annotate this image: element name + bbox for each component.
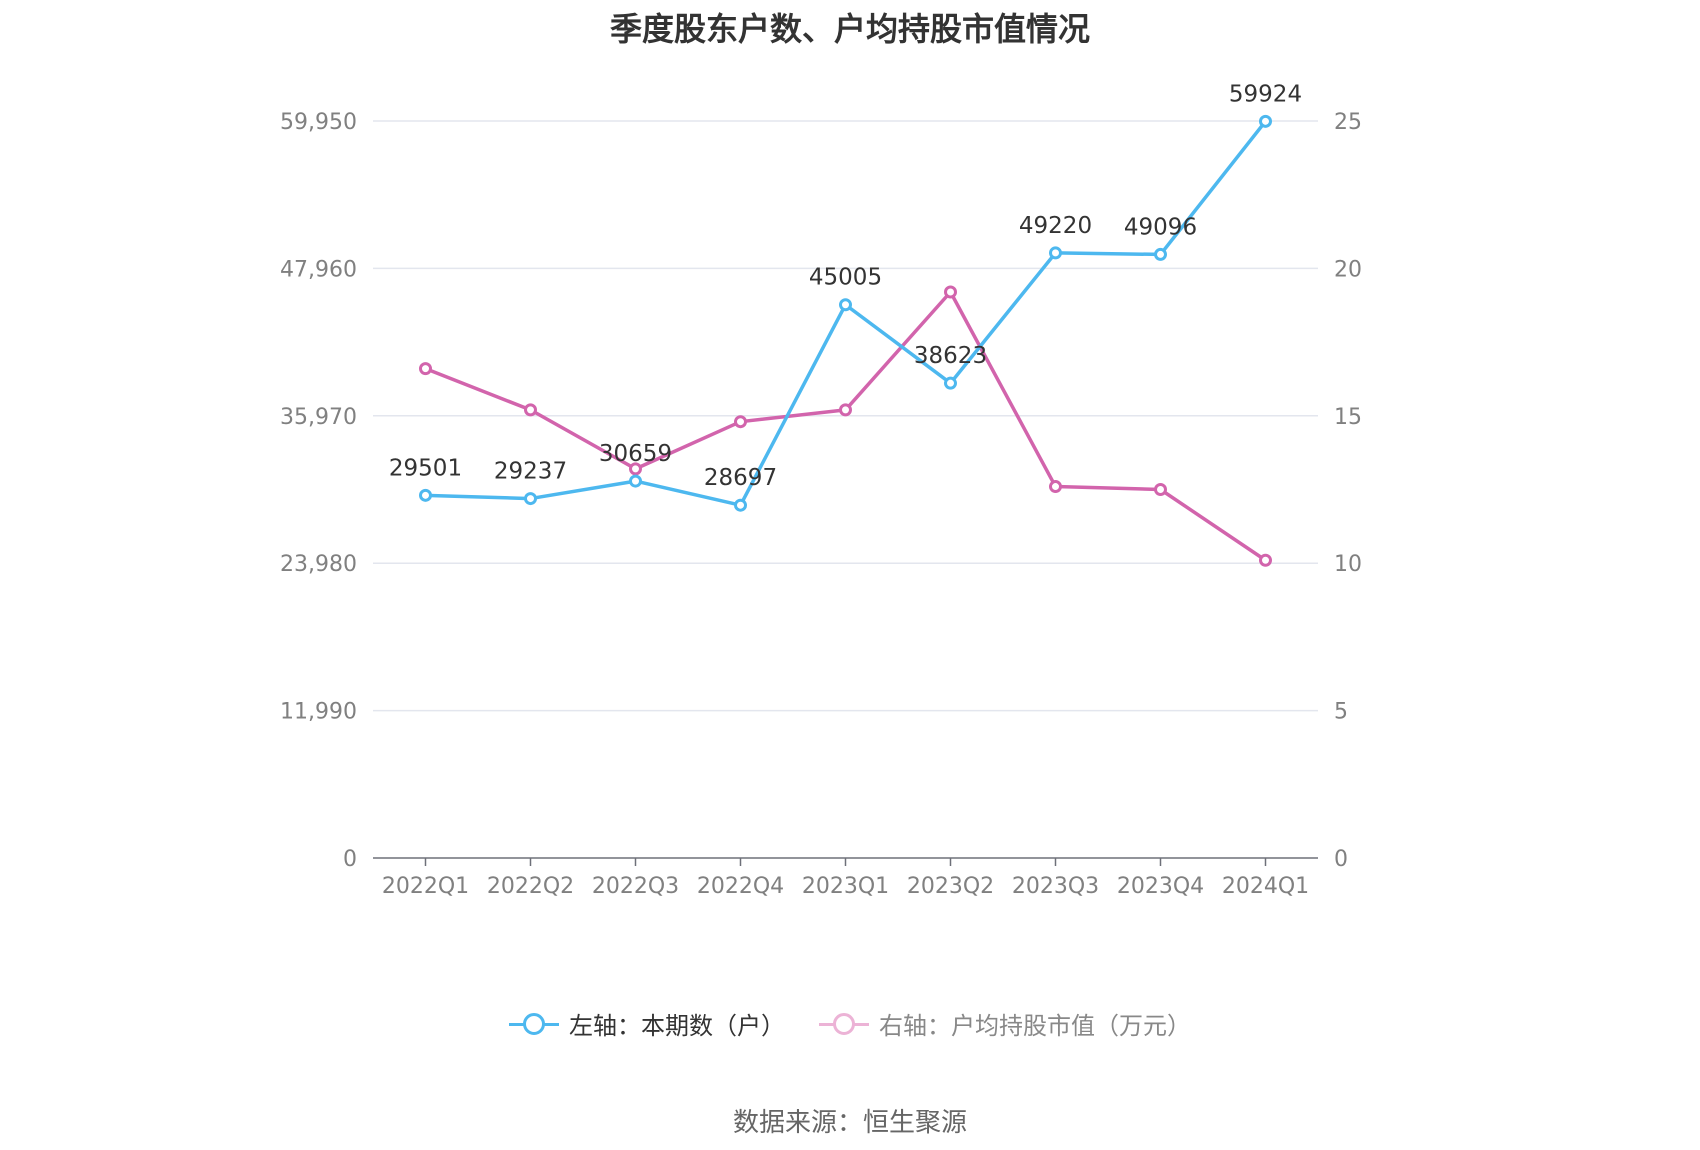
legend-item-households[interactable]: 左轴：本期数（户）: [509, 1006, 785, 1041]
data-label: 49220: [1019, 213, 1092, 239]
avg-value-point: [524, 403, 537, 417]
series-line-avg-value: [424, 290, 1267, 562]
chart-title: 季度股东户数、户均持股市值情况: [609, 10, 1090, 48]
data-label: 30659: [599, 441, 672, 467]
data-label: 45005: [809, 265, 882, 291]
x-tick-label: 2023Q2: [907, 874, 994, 899]
households-point: [629, 474, 642, 488]
legend-swatch-pink: [819, 1011, 869, 1037]
y-left-tick-label: 0: [343, 847, 357, 872]
x-tick-label: 2022Q4: [697, 874, 784, 899]
y-left-tick-label: 47,960: [280, 257, 357, 282]
households-point: [419, 488, 432, 502]
y-right-tick-label: 5: [1334, 700, 1348, 725]
data-source: 数据来源：恒生聚源: [732, 1108, 967, 1138]
legend-item-avg-value[interactable]: 右轴：户均持股市值（万元）: [819, 1006, 1191, 1041]
x-tick-label: 2023Q1: [802, 874, 889, 899]
x-tick-label: 2022Q2: [487, 874, 574, 899]
households-point: [944, 376, 957, 390]
data-label: 29501: [389, 455, 462, 481]
x-tick-label: 2024Q1: [1222, 874, 1309, 899]
y-left-tick-label: 59,950: [280, 110, 357, 135]
x-tick-label: 2023Q4: [1117, 874, 1204, 899]
avg-value-point: [1049, 480, 1062, 494]
households-point: [839, 298, 852, 312]
data-label: 49096: [1124, 214, 1197, 240]
avg-value-point: [734, 415, 747, 429]
data-label: 38623: [914, 343, 987, 369]
avg-value-point: [839, 403, 852, 417]
series-line-households: [425, 120, 1267, 507]
households-point: [734, 498, 747, 512]
y-right-tick-label: 15: [1334, 405, 1362, 430]
legend: 左轴：本期数（户） 右轴：户均持股市值（万元）: [0, 1006, 1700, 1041]
legend-label-avg-value: 右轴：户均持股市值（万元）: [879, 1012, 1191, 1040]
data-label: 59924: [1229, 81, 1302, 107]
y-right-tick-label: 0: [1334, 847, 1348, 872]
x-tick-label: 2022Q3: [592, 874, 679, 899]
y-left-tick-label: 23,980: [280, 552, 357, 577]
y-right-tick-label: 25: [1334, 110, 1362, 135]
households-point: [1049, 246, 1062, 260]
households-point: [524, 492, 537, 506]
avg-value-point: [1259, 553, 1272, 567]
y-right-tick-label: 10: [1334, 552, 1362, 577]
y-left-tick-label: 11,990: [280, 700, 357, 725]
y-right-tick-label: 20: [1334, 257, 1362, 282]
avg-value-point: [944, 285, 957, 299]
x-tick-label: 2022Q1: [382, 874, 469, 899]
data-label: 29237: [494, 459, 567, 485]
data-label: 28697: [704, 465, 777, 491]
households-point: [1154, 247, 1167, 261]
households-point: [1259, 114, 1272, 128]
avg-value-point: [629, 462, 642, 476]
avg-value-point: [419, 362, 432, 376]
legend-swatch-blue: [509, 1011, 559, 1037]
avg-value-point: [1154, 483, 1167, 496]
legend-label-households: 左轴：本期数（户）: [569, 1012, 785, 1040]
y-left-tick-label: 35,970: [280, 405, 357, 430]
x-tick-label: 2023Q3: [1012, 874, 1099, 899]
